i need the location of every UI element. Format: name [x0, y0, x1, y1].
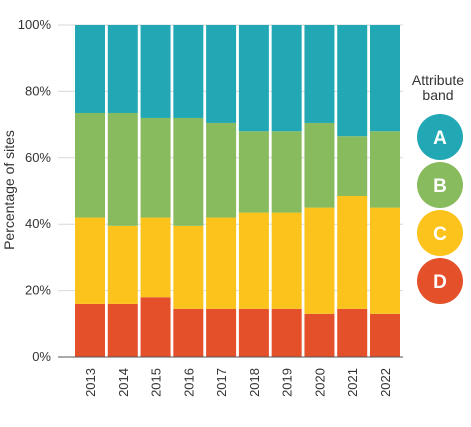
legend-label-b: B: [433, 176, 447, 197]
bar-segment-d-2017: [206, 308, 237, 357]
y-tick-label: 100%: [18, 17, 52, 32]
bar-segment-a-2018: [238, 25, 269, 132]
y-tick-label: 80%: [25, 83, 51, 98]
bar-segment-d-2013: [75, 303, 105, 357]
bar-segment-b-2014: [107, 112, 138, 226]
bar-segment-a-2013: [75, 25, 105, 113]
bar-segment-b-2018: [238, 131, 269, 213]
legend-title-line-1: Attribute: [412, 72, 464, 88]
bar-segment-a-2020: [304, 25, 335, 123]
legend-marker-b: [417, 162, 463, 208]
bar-segment-b-2022: [370, 131, 400, 208]
bar-segment-d-2020: [304, 313, 335, 357]
legend-marker-c: [417, 210, 463, 256]
bar-segment-d-2022: [370, 313, 400, 357]
bar-segment-b-2013: [75, 112, 105, 218]
legend-marker-d: [417, 258, 463, 304]
bar-segment-c-2015: [140, 217, 171, 298]
bar-segment-a-2019: [271, 25, 302, 132]
x-tick-label: 2017: [214, 368, 229, 397]
y-tick-label: 60%: [25, 150, 51, 165]
legend: Attribute band A B C D: [412, 72, 464, 304]
bar-segment-d-2016: [173, 308, 204, 357]
legend-marker-a: [417, 114, 463, 160]
bar-segment-a-2015: [140, 25, 171, 118]
bar-segment-c-2021: [337, 195, 368, 309]
x-tick-label: 2014: [116, 368, 131, 397]
x-tick-label: 2015: [149, 368, 164, 397]
bar-segment-b-2016: [173, 117, 204, 226]
x-tick-label: 2013: [83, 368, 98, 397]
bar-segment-b-2020: [304, 122, 335, 208]
bar-segment-c-2019: [271, 212, 302, 309]
bar-segment-d-2021: [337, 308, 368, 357]
bar-segment-a-2014: [107, 25, 138, 113]
bar-segment-c-2017: [206, 217, 237, 309]
x-tick-label: 2016: [181, 368, 196, 397]
bar-segment-c-2014: [107, 225, 138, 304]
bar-segment-d-2018: [238, 308, 269, 357]
bar-segment-b-2019: [271, 131, 302, 213]
axes: 0% 20% 40% 60% 80% 100% 2013 2014 2015 2016 2017 20…: [18, 17, 403, 397]
y-tick-label: 0%: [32, 349, 51, 364]
bar-segment-b-2015: [140, 117, 171, 218]
bar-segment-c-2020: [304, 207, 335, 314]
bar-segment-c-2016: [173, 225, 204, 309]
legend-label-a: A: [433, 128, 447, 149]
x-tick-label: 2018: [247, 368, 262, 397]
bar-segment-c-2013: [75, 217, 105, 304]
bar-segment-d-2014: [107, 303, 138, 357]
bar-segment-b-2017: [206, 122, 237, 218]
y-axis-title: Percentage of sites: [1, 130, 17, 250]
bar-segment-a-2022: [370, 25, 400, 132]
bar-segment-b-2021: [337, 136, 368, 196]
bars: [75, 25, 400, 357]
x-tick-label: 2019: [280, 368, 295, 397]
x-tick-label: 2020: [312, 368, 327, 397]
legend-label-c: C: [433, 224, 447, 245]
x-tick-label: 2022: [378, 368, 393, 397]
bar-segment-c-2022: [370, 207, 400, 314]
y-tick-label: 40%: [25, 216, 51, 231]
bar-segment-c-2018: [238, 212, 269, 309]
legend-title-line-2: band: [422, 87, 453, 103]
legend-label-d: D: [433, 272, 447, 293]
bar-segment-d-2019: [271, 308, 302, 357]
bar-segment-d-2015: [140, 297, 171, 357]
x-tick-label: 2021: [345, 368, 360, 397]
bar-segment-a-2017: [206, 25, 237, 123]
y-tick-label: 20%: [25, 283, 51, 298]
bar-segment-a-2021: [337, 25, 368, 137]
bar-segment-a-2016: [173, 25, 204, 118]
